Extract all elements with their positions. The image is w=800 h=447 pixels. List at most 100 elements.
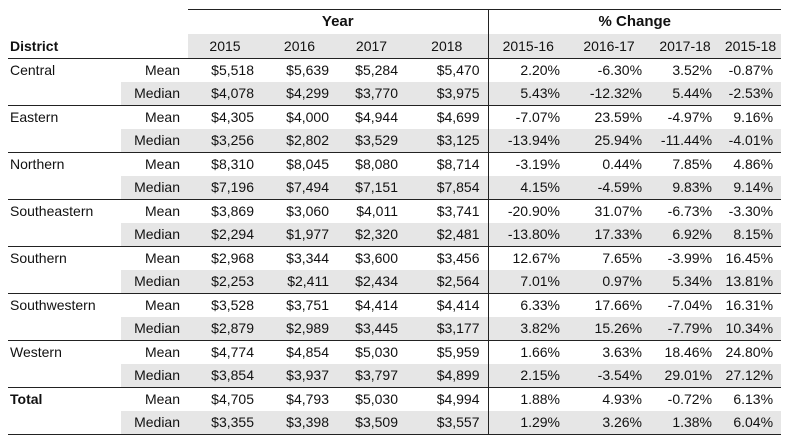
percent-change-cell: 4.86%: [720, 152, 782, 176]
district-name-cell: Southeastern: [8, 199, 121, 223]
percent-change-cell: 24.80%: [720, 340, 782, 364]
district-name-cell: [8, 129, 121, 153]
percent-change-cell: 0.97%: [568, 270, 651, 294]
year-value-cell: $3,869: [188, 199, 262, 223]
year-value-cell: $2,968: [188, 246, 262, 270]
year-value-cell: $3,751: [262, 293, 337, 317]
table-row: Median $4,078 $4,299 $3,770 $3,975 5.43% -12.3…: [8, 82, 782, 106]
percent-change-cell: 31.07%: [568, 199, 651, 223]
percent-change-cell: 1.29%: [487, 411, 569, 435]
year-value-cell: $5,959: [406, 340, 489, 364]
percent-change-cell: 3.82%: [487, 317, 569, 341]
table-row: Median $3,355 $3,398 $3,509 $3,557 1.29% 3.26%…: [8, 411, 782, 435]
percent-change-cell: -13.80%: [487, 223, 569, 247]
district-name-cell: [8, 364, 121, 388]
percent-change-cell: 7.01%: [487, 270, 569, 294]
percent-change-cell: -20.90%: [487, 199, 569, 223]
district-name-cell: [8, 223, 121, 247]
district-name-cell: Total: [8, 387, 121, 411]
change-column-header: 2015-16: [487, 34, 569, 59]
statistic-label-cell: Median: [121, 364, 188, 388]
district-column-header: District: [8, 34, 121, 59]
percent-change-cell: 17.33%: [568, 223, 651, 247]
year-value-cell: $4,011: [337, 199, 406, 223]
percent-change-cell: 4.15%: [487, 176, 569, 200]
year-value-cell: $5,030: [337, 387, 406, 411]
change-group-header: % Change: [487, 9, 782, 34]
percent-change-cell: 6.33%: [487, 293, 569, 317]
percent-change-cell: -0.87%: [720, 58, 782, 82]
year-value-cell: $2,411: [262, 270, 337, 294]
table-row: Southern Mean $2,968 $3,344 $3,600 $3,456 12.6…: [8, 246, 782, 270]
district-name-cell: [8, 411, 121, 435]
district-name-cell: Western: [8, 340, 121, 364]
year-value-cell: $4,078: [188, 82, 262, 106]
percent-change-cell: 5.44%: [650, 82, 721, 106]
percent-change-cell: 25.94%: [568, 129, 651, 153]
table-row: Southwestern Mean $3,528 $3,751 $4,414 $4,414…: [8, 293, 782, 317]
blank-header-cell: [8, 10, 121, 35]
percent-change-cell: 23.59%: [568, 105, 651, 129]
year-value-cell: $3,600: [337, 246, 406, 270]
percent-change-cell: 9.16%: [720, 105, 782, 129]
year-value-cell: $8,714: [406, 152, 489, 176]
percent-change-cell: 6.13%: [720, 387, 782, 411]
district-stats-table: Year % Change District 2015 2016 2017 20…: [8, 9, 782, 435]
district-name-cell: [8, 317, 121, 341]
statistic-label-cell: Mean: [121, 105, 188, 129]
year-value-cell: $3,509: [337, 411, 406, 435]
year-value-cell: $7,494: [262, 176, 337, 200]
district-name-cell: [8, 82, 121, 106]
year-value-cell: $2,320: [337, 223, 406, 247]
year-value-cell: $4,299: [262, 82, 337, 106]
percent-change-cell: -7.79%: [650, 317, 721, 341]
year-value-cell: $3,741: [406, 199, 489, 223]
year-group-header: Year: [188, 9, 489, 34]
percent-change-cell: -11.44%: [650, 129, 721, 153]
year-value-cell: $8,310: [188, 152, 262, 176]
table-row: Western Mean $4,774 $4,854 $5,030 $5,959 1.66%…: [8, 340, 782, 364]
year-column-header: 2015: [188, 34, 262, 59]
statistic-label-cell: Median: [121, 223, 188, 247]
year-value-cell: $4,793: [262, 387, 337, 411]
header-row-groups: Year % Change: [8, 9, 782, 35]
year-value-cell: $4,944: [337, 105, 406, 129]
percent-change-cell: 0.44%: [568, 152, 651, 176]
year-value-cell: $4,414: [406, 293, 489, 317]
year-value-cell: $4,305: [188, 105, 262, 129]
percent-change-cell: -6.30%: [568, 58, 651, 82]
year-value-cell: $3,344: [262, 246, 337, 270]
year-value-cell: $3,975: [406, 82, 489, 106]
percent-change-cell: 1.88%: [487, 387, 569, 411]
percent-change-cell: -13.94%: [487, 129, 569, 153]
statistic-label-cell: Mean: [121, 152, 188, 176]
statistic-label-cell: Median: [121, 82, 188, 106]
year-value-cell: $3,125: [406, 129, 489, 153]
percent-change-cell: 9.14%: [720, 176, 782, 200]
statistic-label-cell: Mean: [121, 293, 188, 317]
percent-change-cell: 12.67%: [487, 246, 569, 270]
year-value-cell: $8,080: [337, 152, 406, 176]
table-row: Southeastern Mean $3,869 $3,060 $4,011 $3,741…: [8, 199, 782, 223]
percent-change-cell: -2.53%: [720, 82, 782, 106]
percent-change-cell: -6.73%: [650, 199, 721, 223]
percent-change-cell: 3.26%: [568, 411, 651, 435]
table-row: Eastern Mean $4,305 $4,000 $4,944 $4,699 -7.07…: [8, 105, 782, 129]
table-row: Median $3,854 $3,937 $3,797 $4,899 2.15% -3.54…: [8, 364, 782, 388]
statistic-label-cell: Median: [121, 129, 188, 153]
year-value-cell: $2,294: [188, 223, 262, 247]
year-value-cell: $3,557: [406, 411, 489, 435]
percent-change-cell: 4.93%: [568, 387, 651, 411]
percent-change-cell: 27.12%: [720, 364, 782, 388]
year-value-cell: $4,000: [262, 105, 337, 129]
year-value-cell: $8,045: [262, 152, 337, 176]
year-value-cell: $4,699: [406, 105, 489, 129]
percent-change-cell: 7.65%: [568, 246, 651, 270]
year-value-cell: $3,445: [337, 317, 406, 341]
district-name-cell: Eastern: [8, 105, 121, 129]
year-value-cell: $3,528: [188, 293, 262, 317]
year-value-cell: $5,030: [337, 340, 406, 364]
year-value-cell: $3,937: [262, 364, 337, 388]
percent-change-cell: 1.38%: [650, 411, 721, 435]
district-name-cell: Southwestern: [8, 293, 121, 317]
